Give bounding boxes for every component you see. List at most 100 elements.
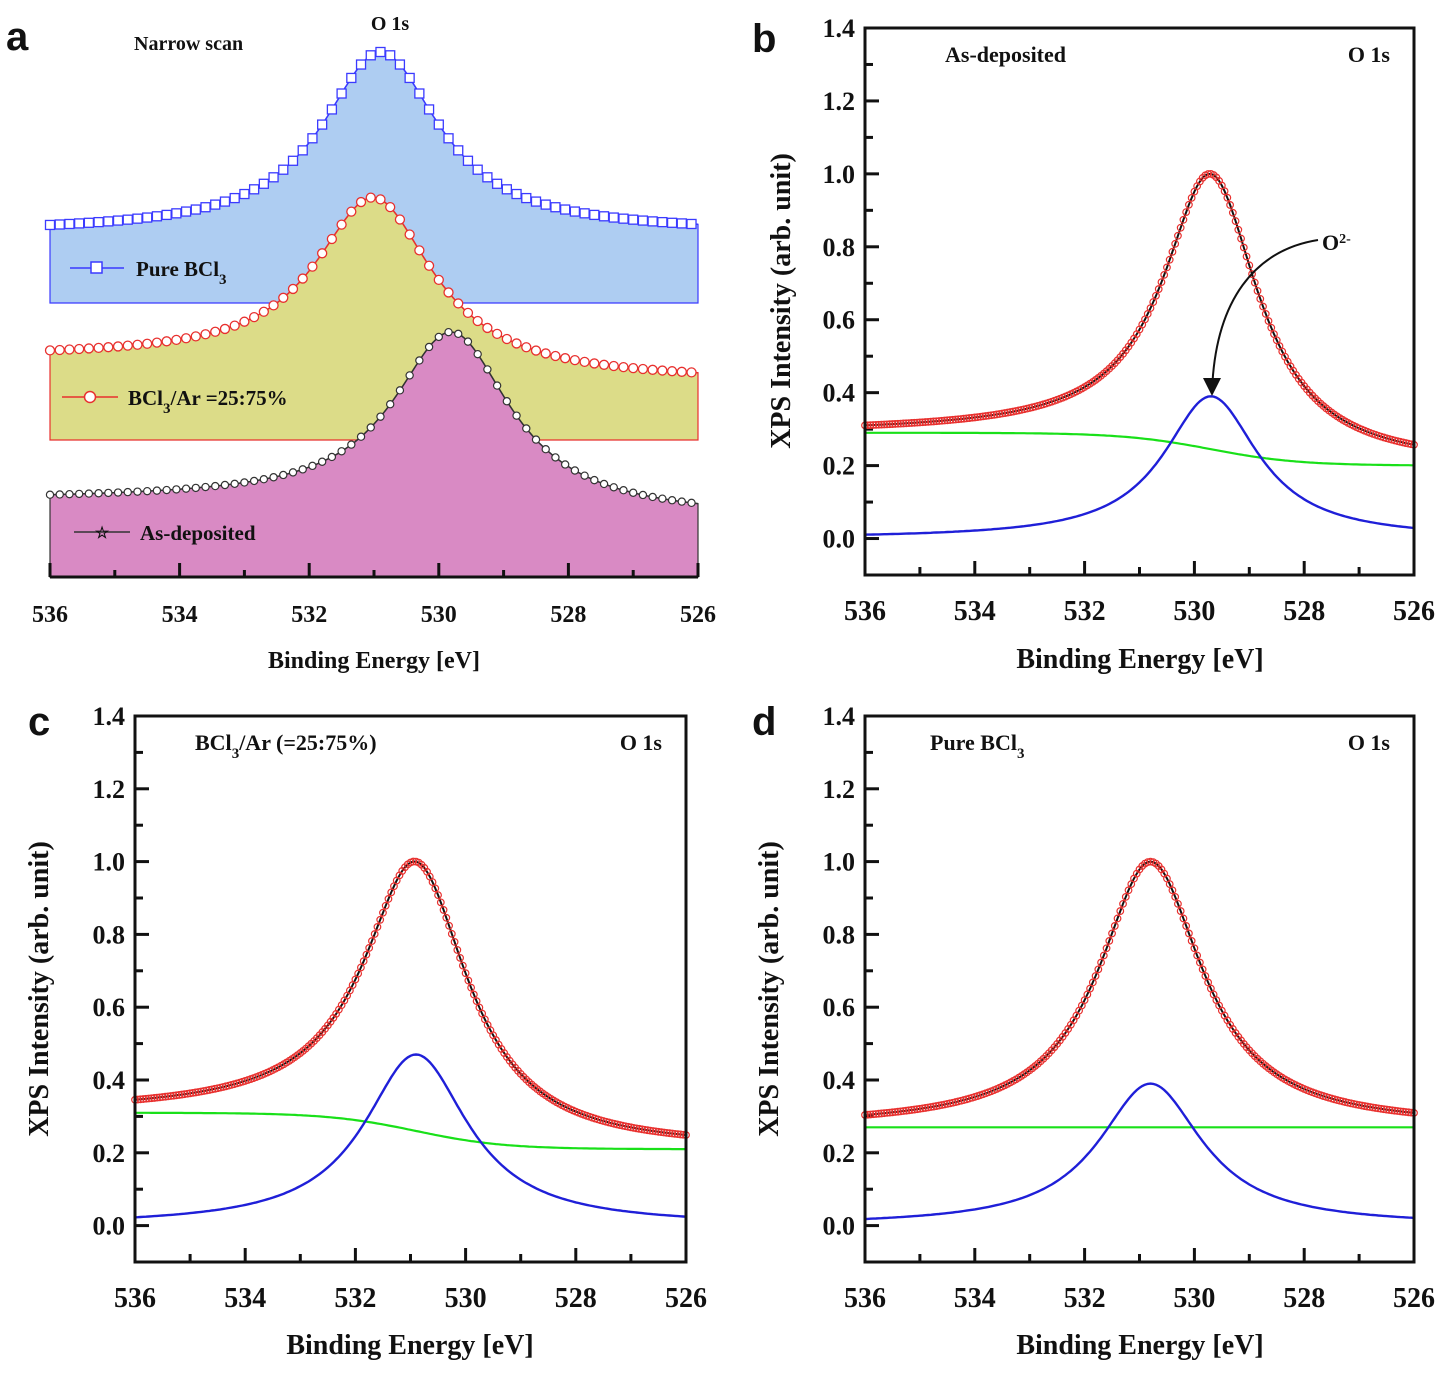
- data-point: [191, 483, 200, 493]
- data-point: [599, 479, 609, 489]
- data-point: [1198, 965, 1207, 974]
- data-point: [902, 419, 911, 428]
- data-point: [445, 921, 453, 930]
- data-point: [434, 891, 442, 900]
- data-point: [959, 414, 968, 423]
- data-point: [1168, 886, 1177, 895]
- y-tick-label: 1.4: [823, 14, 856, 43]
- data-point: [1234, 225, 1243, 234]
- data-point: [356, 432, 366, 441]
- data-point: [453, 298, 464, 309]
- data-point: [916, 1104, 924, 1113]
- x-tick-label: 534: [954, 1283, 996, 1314]
- data-point: [1264, 317, 1273, 325]
- data-point: [1379, 1105, 1388, 1114]
- data-point: [64, 344, 75, 355]
- data-point: [439, 906, 448, 914]
- data-point: [404, 72, 415, 84]
- x-tick-label: 528: [1283, 596, 1325, 627]
- data-point: [1193, 951, 1202, 960]
- data-point: [608, 212, 619, 223]
- data-point: [386, 400, 395, 409]
- data-point: [366, 423, 375, 432]
- data-point: [336, 88, 347, 99]
- data-point: [405, 371, 414, 380]
- data-point: [666, 366, 678, 377]
- data-point: [1374, 1104, 1383, 1113]
- data-point: [910, 418, 919, 427]
- data-point: [491, 328, 503, 340]
- data-point: [608, 360, 619, 372]
- data-point: [336, 219, 347, 230]
- data-point: [910, 1105, 919, 1114]
- data-point: [444, 327, 453, 337]
- y-tick-label: 0.6: [823, 306, 856, 335]
- data-point: [1143, 858, 1152, 867]
- data-point: [84, 489, 94, 498]
- y-tick-label: 1.4: [823, 702, 856, 731]
- data-point: [443, 133, 454, 144]
- data-point: [136, 1095, 145, 1104]
- data-point: [1404, 1108, 1413, 1117]
- data-point: [635, 1124, 644, 1133]
- y-tick-label: 1.4: [93, 702, 126, 731]
- data-point: [142, 1094, 150, 1103]
- data-point: [362, 950, 371, 959]
- data-point: [177, 1090, 186, 1099]
- data-point: [976, 412, 985, 421]
- data-point: [1094, 965, 1103, 974]
- x-tick-label: 530: [445, 1283, 487, 1314]
- panel-d-xlabel: Binding Energy [eV]: [1016, 1330, 1263, 1361]
- data-point: [74, 489, 84, 499]
- data-point: [932, 417, 941, 426]
- data-point: [454, 329, 463, 339]
- data-point: [161, 1092, 170, 1101]
- data-point: [472, 164, 483, 175]
- data-point: [957, 415, 965, 423]
- data-point: [132, 213, 143, 224]
- data-point: [1176, 907, 1185, 915]
- data-point: [1099, 951, 1108, 960]
- data-point: [190, 331, 201, 342]
- panel-a-xlabel: Binding Energy [eV]: [268, 648, 480, 674]
- data-point: [482, 172, 493, 183]
- data-point: [287, 155, 299, 166]
- data-point: [1121, 892, 1130, 901]
- data-point: [932, 1102, 941, 1110]
- data-point: [180, 333, 192, 344]
- data-point: [891, 1108, 900, 1116]
- data-point: [1261, 310, 1270, 318]
- data-point: [962, 414, 971, 423]
- data-point: [219, 196, 231, 207]
- data-point: [913, 418, 922, 427]
- y-tick-label: 1.2: [823, 775, 856, 804]
- data-point: [929, 417, 938, 426]
- data-point: [522, 424, 531, 433]
- data-point: [472, 997, 481, 1006]
- data-point: [624, 1122, 633, 1131]
- svg-text:Pure BCl3: Pure BCl3: [930, 730, 1024, 762]
- panel-d-ticks: 0.0 0.2 0.4 0.6 0.8 1.0 1.2 1.4 536 534 532 530 528 5…: [823, 702, 1436, 1314]
- data-point: [180, 1090, 189, 1099]
- data-point: [902, 1106, 911, 1115]
- data-point: [404, 229, 415, 240]
- data-point: [894, 1107, 902, 1116]
- data-point: [648, 492, 657, 502]
- data-point: [317, 248, 328, 259]
- data-point: [872, 1110, 880, 1118]
- data-point: [657, 365, 668, 376]
- data-point: [662, 1128, 671, 1137]
- data-point: [1165, 880, 1174, 889]
- data-point: [1239, 243, 1248, 252]
- data-point: [1399, 1107, 1407, 1116]
- data-point: [899, 419, 908, 428]
- data-point: [924, 1103, 933, 1112]
- data-point: [990, 410, 998, 419]
- data-point: [913, 1105, 922, 1114]
- data-point: [384, 895, 393, 903]
- data-point: [651, 1127, 660, 1136]
- data-point: [632, 1124, 641, 1133]
- data-point: [1003, 408, 1012, 417]
- data-point: [483, 365, 492, 374]
- data-point: [872, 420, 880, 429]
